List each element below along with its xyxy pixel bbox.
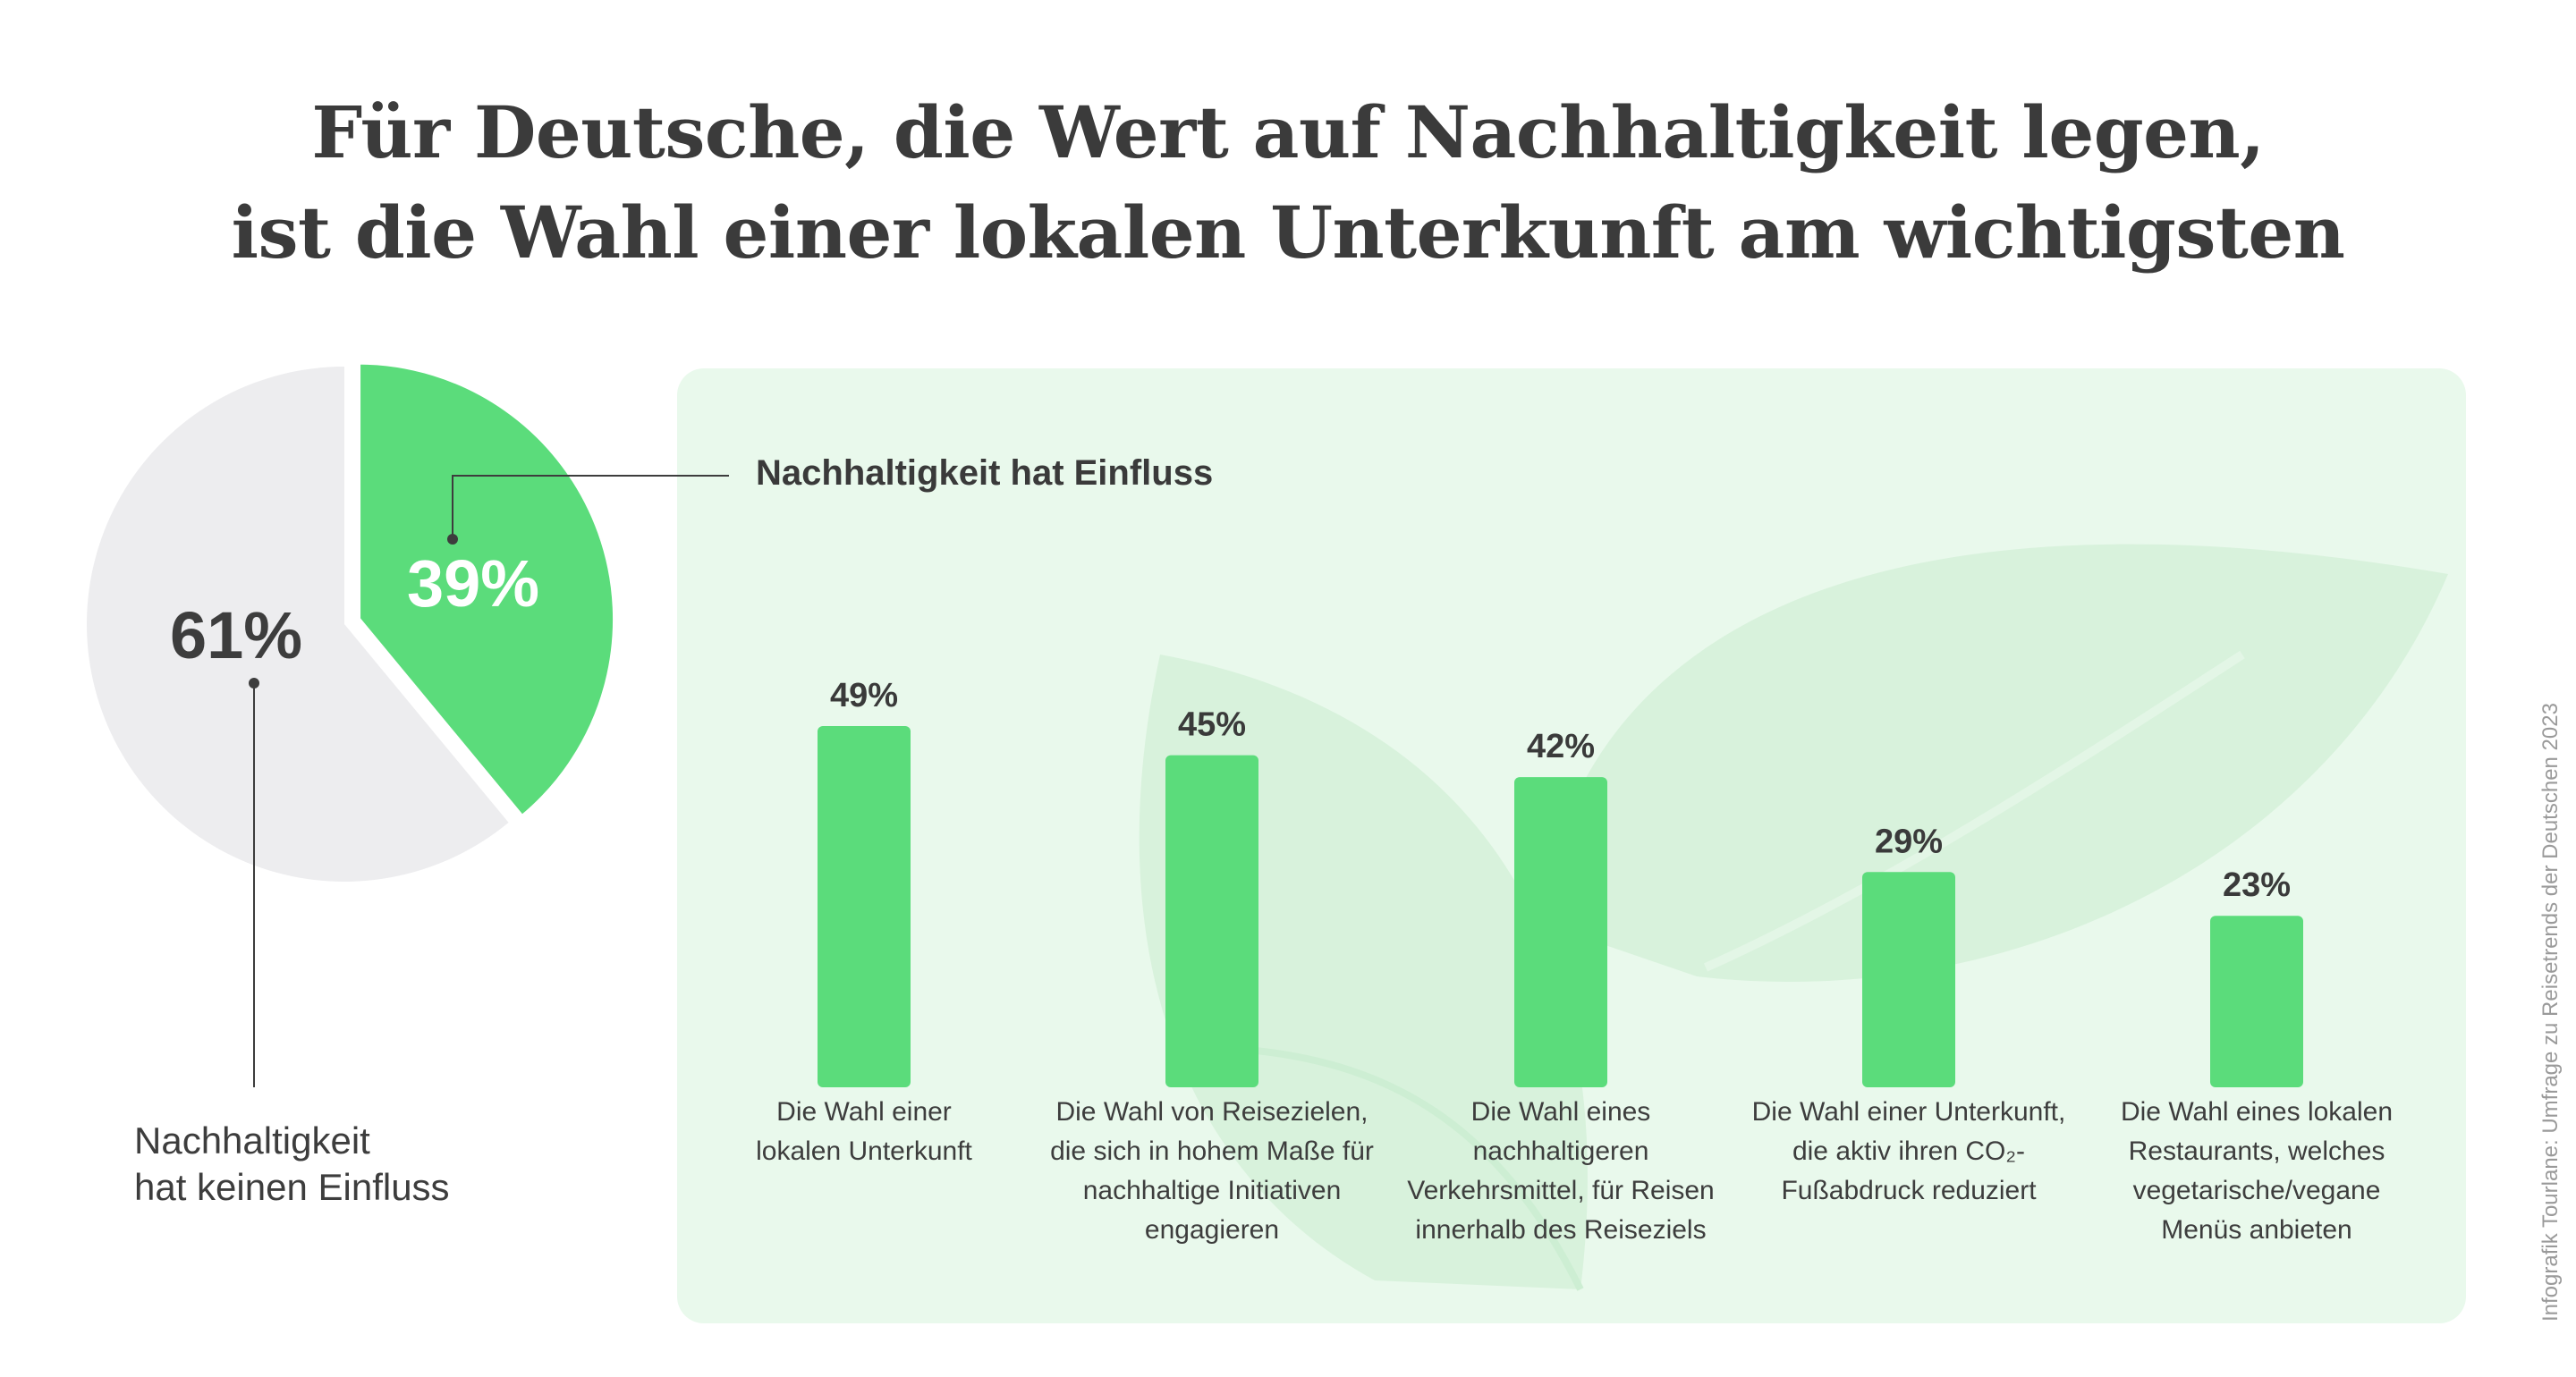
category-label-2: Die Wahl von Reisezielen, die sich in hoh…: [1042, 1093, 1382, 1250]
bar-value-label-2: 45%: [1178, 706, 1246, 744]
category-label-3-line-4: innerhalb des Reiseziels: [1415, 1215, 1707, 1245]
leader-line-influence-vertical: [452, 475, 453, 539]
category-label-2-line-4: engagieren: [1144, 1215, 1280, 1245]
leaf-right: [1540, 544, 2448, 983]
bar-1: [818, 726, 911, 1087]
category-label-4-line-1: Die Wahl einer Unterkunft,: [1751, 1097, 2066, 1127]
panel-heading: Nachhaltigkeit hat Einfluss: [756, 453, 1214, 493]
bar-2: [1165, 755, 1258, 1087]
category-label-4-line-2: die aktiv ihren CO₂-: [1792, 1136, 2026, 1166]
pie-value-no-influence: 61%: [170, 598, 303, 672]
category-label-4-line-3: Fußabdruck reduziert: [1781, 1176, 2037, 1205]
bar-5: [2210, 916, 2303, 1087]
category-label-4: Die Wahl einer Unterkunft, die aktiv ihre…: [1739, 1093, 2079, 1211]
category-label-1: Die Wahl einer lokalen Unterkunft: [694, 1093, 1034, 1171]
category-label-5-line-2: Restaurants, welches: [2128, 1136, 2385, 1166]
bar-chart: 49% 45% 42% 29% 23%: [818, 677, 2303, 1087]
leader-line-influence-horizontal: [452, 475, 729, 477]
category-label-2-line-3: nachhaltige Initiativen: [1082, 1176, 1342, 1205]
chart-title: Für Deutsche, die Wert auf Nachhaltigkei…: [0, 82, 2576, 283]
pie-slice-no-influence: [87, 367, 509, 882]
category-label-1-line-2: lokalen Unterkunft: [756, 1136, 972, 1166]
bar-chart-panel: [677, 368, 2466, 1323]
bar-value-label-4: 29%: [1875, 823, 1943, 860]
leaf-stem: [1222, 1044, 1584, 1291]
category-label-5-line-4: Menüs anbieten: [2161, 1215, 2352, 1245]
bar-value-label-3: 42%: [1527, 728, 1595, 765]
leader-line-no-influence: [253, 683, 255, 1087]
category-label-2-line-2: die sich in hohem Maße für: [1050, 1136, 1374, 1166]
category-label-3: Die Wahl eines nachhaltigeren Verkehrsmitt…: [1391, 1093, 1731, 1250]
bar-value-label-5: 23%: [2223, 866, 2291, 904]
category-label-5-line-3: vegetarische/vegane: [2132, 1176, 2381, 1205]
category-label-2-line-1: Die Wahl von Reisezielen,: [1055, 1097, 1368, 1127]
bar-value-label-1: 49%: [830, 677, 898, 714]
pie-label-no-influence: Nachhaltigkeit hat keinen Einfluss: [134, 1119, 450, 1208]
title-line-1: Für Deutsche, die Wert auf Nachhaltigkei…: [311, 90, 2265, 174]
leaf-vein: [1703, 650, 2245, 972]
category-label-3-line-1: Die Wahl eines: [1470, 1097, 1651, 1127]
leader-dot-influence: [447, 534, 458, 545]
pie-value-influence: 39%: [407, 546, 540, 621]
category-label-3-line-2: nachhaltigeren: [1472, 1136, 1649, 1166]
category-label-5-line-1: Die Wahl eines lokalen: [2120, 1097, 2394, 1127]
bar-3: [1514, 777, 1607, 1087]
pie-chart: [87, 359, 619, 882]
category-label-1-line-1: Die Wahl einer: [776, 1097, 952, 1127]
category-label-5: Die Wahl eines lokalen Restaurants, welch…: [2087, 1093, 2427, 1250]
source-note: Infografik Tourlane: Umfrage zu Reisetre…: [2538, 703, 2563, 1322]
bar-4: [1862, 872, 1955, 1087]
title-line-2: ist die Wahl einer lokalen Unterkunft am…: [231, 190, 2345, 275]
category-label-3-line-3: Verkehrsmittel, für Reisen: [1407, 1176, 1715, 1205]
